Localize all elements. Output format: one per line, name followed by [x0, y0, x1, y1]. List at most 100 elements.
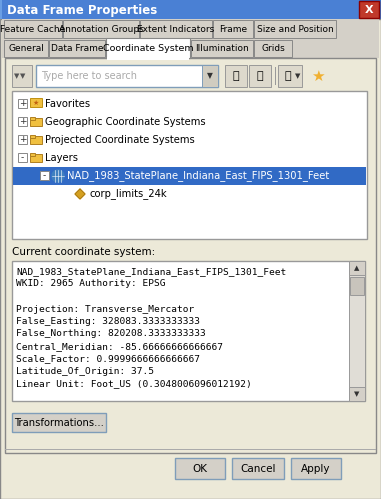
Text: ★: ★ [311, 68, 325, 83]
Text: Annotation Groups: Annotation Groups [59, 24, 143, 33]
Bar [49, 40, 105, 57]
Bar [30, 98, 42, 107]
Text: Apply: Apply [301, 464, 331, 474]
Bar [30, 118, 42, 126]
Text: 🌐: 🌐 [285, 71, 291, 81]
Text: Latitude_Of_Origin: 37.5: Latitude_Of_Origin: 37.5 [16, 367, 154, 376]
Text: Scale_Factor: 0.9999666666666667: Scale_Factor: 0.9999666666666667 [16, 354, 200, 363]
Bar [30, 136, 42, 144]
Text: Illumination: Illumination [195, 43, 249, 52]
Bar [30, 135, 35, 138]
Text: ▼: ▼ [207, 71, 213, 80]
Bar [2, 19, 379, 39]
Bar [291, 458, 341, 479]
Bar [202, 65, 218, 87]
Bar [18, 135, 27, 144]
Text: corp_limits_24k: corp_limits_24k [89, 189, 166, 200]
Bar [349, 261, 365, 275]
Bar [12, 65, 32, 87]
Bar [0, 0, 2, 19]
Bar [30, 117, 35, 120]
Bar [225, 65, 247, 87]
Bar [13, 167, 366, 185]
Text: Coordinate System: Coordinate System [103, 43, 193, 52]
Text: +: + [19, 99, 26, 108]
Bar [106, 38, 190, 58]
Text: 🔍: 🔍 [233, 71, 239, 81]
Text: Type here to search: Type here to search [41, 71, 137, 81]
Text: X: X [365, 4, 373, 14]
Circle shape [52, 170, 64, 182]
Text: Extent Indicators: Extent Indicators [138, 24, 215, 33]
Bar [0, 0, 359, 19]
Text: Layers: Layers [45, 153, 78, 163]
Bar [30, 154, 42, 162]
Text: ▼: ▼ [295, 73, 301, 79]
Bar [278, 65, 302, 87]
Text: ▲: ▲ [354, 265, 360, 271]
Bar [359, 1, 379, 18]
Text: ▼: ▼ [354, 391, 360, 397]
Bar [254, 20, 336, 38]
Bar [275, 67, 276, 85]
Text: Feature Cache: Feature Cache [0, 24, 66, 33]
Text: ▼: ▼ [14, 73, 20, 79]
Bar [4, 20, 62, 38]
Text: Frame: Frame [219, 24, 247, 33]
Text: Current coordinate system:: Current coordinate system: [12, 247, 155, 257]
Bar [254, 40, 292, 57]
Bar [12, 413, 106, 432]
Text: General: General [8, 43, 44, 52]
Bar [213, 20, 253, 38]
Polygon shape [75, 189, 85, 199]
Text: +: + [19, 117, 26, 126]
Text: -: - [21, 153, 24, 162]
Text: Central_Meridian: -85.66666666666667: Central_Meridian: -85.66666666666667 [16, 342, 223, 351]
Bar [63, 20, 139, 38]
Text: Linear Unit: Foot_US (0.3048006096012192): Linear Unit: Foot_US (0.3048006096012192… [16, 380, 252, 389]
Bar [12, 261, 365, 401]
Bar [12, 91, 367, 239]
Bar [4, 40, 48, 57]
Text: Projected Coordinate Systems: Projected Coordinate Systems [45, 135, 195, 145]
Text: Grids: Grids [261, 43, 285, 52]
Text: Data Frame Properties: Data Frame Properties [7, 3, 157, 16]
Bar [30, 153, 35, 156]
Bar [5, 58, 376, 453]
Text: +: + [19, 135, 26, 144]
Bar [249, 65, 271, 87]
Bar [0, 0, 381, 19]
Text: 🔎: 🔎 [257, 71, 263, 81]
Bar [107, 57, 189, 60]
Text: Data Frame: Data Frame [51, 43, 103, 52]
Text: False_Northing: 820208.3333333333: False_Northing: 820208.3333333333 [16, 329, 206, 338]
Bar [349, 261, 365, 401]
Text: Geographic Coordinate Systems: Geographic Coordinate Systems [45, 117, 206, 127]
Text: NAD_1983_StatePlane_Indiana_East_FIPS_1301_Feet: NAD_1983_StatePlane_Indiana_East_FIPS_13… [67, 171, 329, 182]
Text: ▼: ▼ [20, 73, 26, 79]
Text: -: - [43, 171, 46, 180]
Bar [191, 40, 253, 57]
Text: OK: OK [192, 464, 208, 474]
Bar [36, 65, 218, 87]
Text: Favorites: Favorites [45, 99, 90, 109]
Text: ★: ★ [33, 99, 39, 105]
Text: Projection: Transverse_Mercator: Projection: Transverse_Mercator [16, 304, 194, 313]
Text: WKID: 2965 Authority: EPSG: WKID: 2965 Authority: EPSG [16, 279, 165, 288]
Bar [2, 38, 379, 58]
Text: Transformations...: Transformations... [14, 418, 104, 428]
Text: Size and Position: Size and Position [257, 24, 333, 33]
Bar [232, 458, 284, 479]
Text: False_Easting: 328083.3333333333: False_Easting: 328083.3333333333 [16, 317, 200, 326]
Bar [349, 387, 365, 401]
Bar [175, 458, 225, 479]
Bar [40, 171, 49, 180]
Bar [140, 20, 212, 38]
Bar [5, 449, 376, 450]
Bar [18, 99, 27, 108]
Bar [18, 153, 27, 162]
Text: NAD_1983_StatePlane_Indiana_East_FIPS_1301_Feet: NAD_1983_StatePlane_Indiana_East_FIPS_13… [16, 267, 286, 276]
Text: Cancel: Cancel [240, 464, 276, 474]
Bar [350, 277, 364, 295]
Bar [18, 117, 27, 126]
